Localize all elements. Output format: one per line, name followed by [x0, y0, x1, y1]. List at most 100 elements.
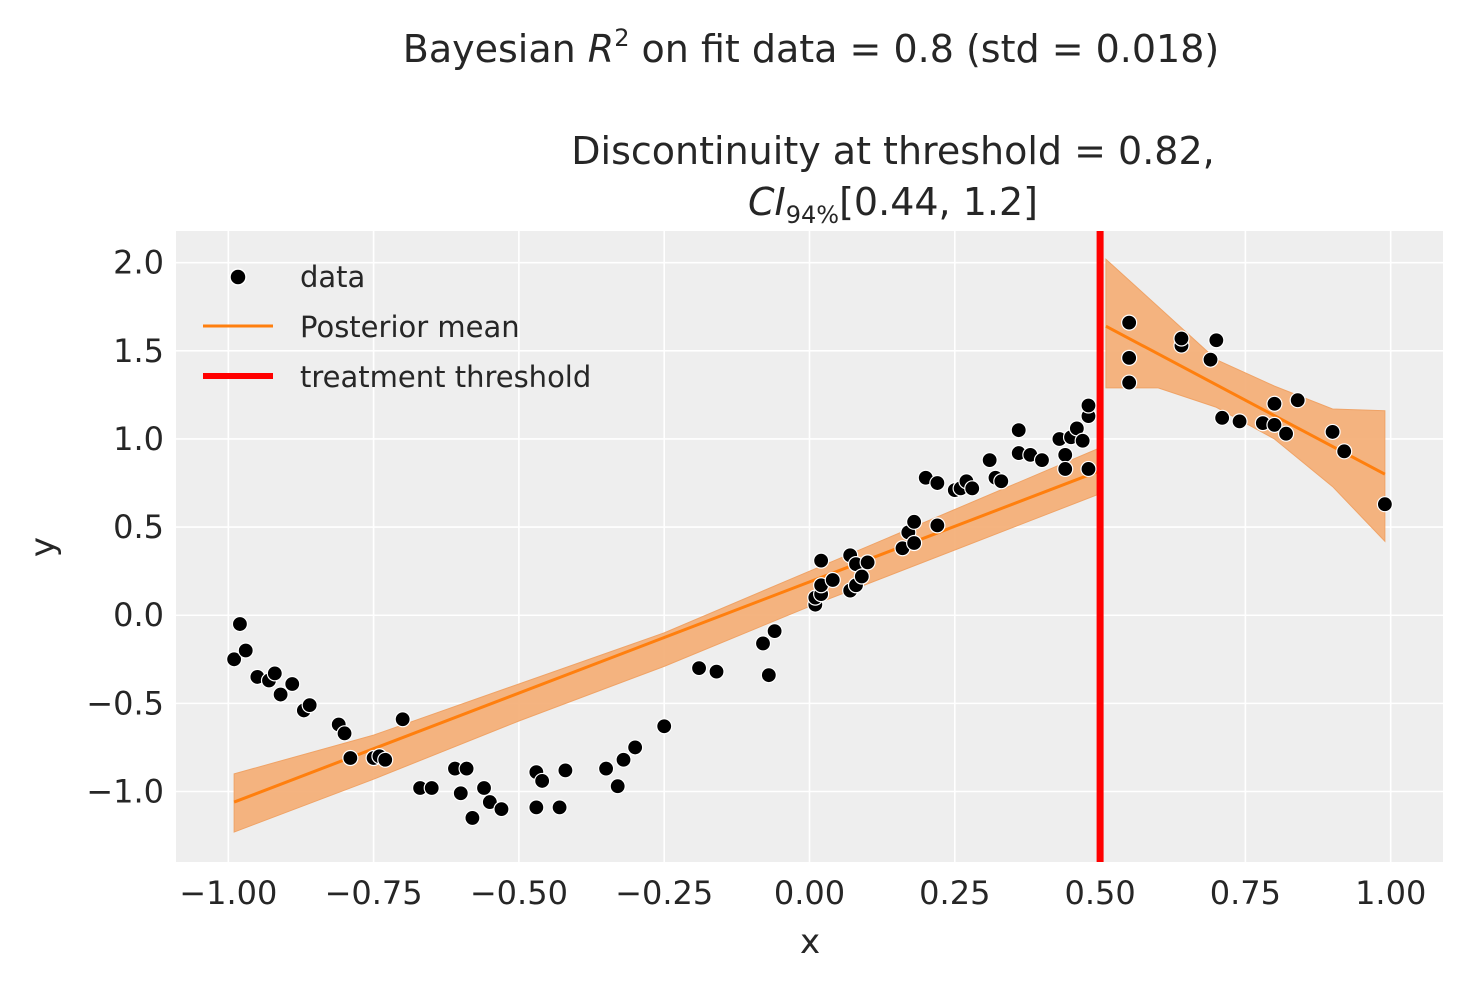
data-point	[458, 760, 475, 777]
data-point	[237, 642, 254, 659]
y-tick-label: −0.5	[86, 684, 164, 722]
data-point	[1080, 397, 1097, 414]
x-tick-label: 0.00	[774, 874, 845, 912]
x-tick-label: 1.00	[1355, 874, 1426, 912]
data-point	[493, 801, 510, 818]
data-point	[1080, 460, 1097, 478]
y-tick-label: 1.0	[113, 420, 164, 458]
data-point	[1121, 349, 1138, 367]
data-point	[766, 623, 783, 640]
data-point	[1376, 496, 1393, 513]
x-tick-label: −0.50	[470, 874, 568, 912]
y-tick-label: 0.5	[113, 508, 164, 546]
data-point	[993, 473, 1010, 490]
data-point	[1010, 422, 1027, 439]
data-point	[266, 665, 283, 682]
data-points	[226, 314, 1393, 827]
y-tick-label: 2.0	[113, 244, 164, 282]
data-point	[452, 785, 469, 802]
ci-symbol: CI	[748, 180, 786, 224]
data-point	[284, 675, 301, 693]
data-point	[760, 667, 777, 684]
data-point	[1074, 432, 1091, 449]
suptitle-prefix: Bayesian	[403, 27, 588, 71]
data-point	[1057, 460, 1074, 478]
data-point	[1121, 374, 1138, 391]
data-point	[1121, 314, 1138, 331]
ci-range: [0.44, 1.2]	[839, 180, 1038, 224]
data-point	[1214, 409, 1231, 426]
data-point	[377, 751, 394, 768]
legend-data-marker	[229, 268, 247, 286]
data-point	[1266, 395, 1283, 412]
data-point	[906, 534, 923, 552]
data-point	[813, 552, 830, 569]
posterior-mean-line	[233, 469, 1101, 804]
x-tick-label: 0.25	[919, 874, 990, 912]
data-point	[336, 725, 353, 742]
data-point	[528, 799, 545, 816]
data-point	[824, 571, 841, 589]
data-point	[929, 474, 946, 492]
x-tick-label: −0.25	[615, 874, 713, 912]
data-point	[1057, 446, 1074, 463]
data-point	[609, 778, 626, 795]
x-tick-label: −1.00	[179, 874, 277, 912]
suptitle-suffix: on fit data = 0.8 (std = 0.018)	[629, 27, 1219, 71]
y-tick-label: −1.0	[86, 772, 164, 810]
data-point	[551, 799, 568, 816]
gridlines	[176, 231, 1443, 862]
y-axis-label: y	[23, 537, 63, 557]
x-tick-label: 0.50	[1064, 874, 1135, 912]
data-point	[1266, 416, 1283, 433]
data-point	[423, 779, 440, 797]
x-tick-labels: −1.00 −0.75 −0.50 −0.25 0.00 0.25 0.50 0.75 1.00	[179, 874, 1426, 912]
data-point	[1277, 425, 1295, 442]
legend-label-data: data	[300, 260, 365, 294]
data-point	[272, 686, 289, 703]
legend-label-threshold: treatment threshold	[300, 360, 591, 394]
data-point	[557, 762, 574, 779]
data-point	[627, 739, 644, 756]
data-point	[1208, 332, 1225, 349]
x-tick-label: −0.75	[325, 874, 423, 912]
data-point	[301, 697, 318, 714]
data-point	[964, 480, 981, 497]
data-point	[859, 554, 876, 571]
data-point	[534, 772, 551, 790]
data-point	[981, 452, 998, 469]
x-tick-label: 0.75	[1210, 874, 1281, 912]
data-point	[906, 513, 923, 530]
data-point	[1289, 392, 1306, 409]
chart-title-line2: CI94%[0.44, 1.2]	[748, 180, 1038, 229]
data-point	[690, 660, 708, 677]
data-point	[1033, 452, 1051, 469]
y-tick-label: 1.5	[113, 332, 164, 370]
data-point	[597, 760, 615, 777]
data-point	[615, 751, 632, 768]
y-tick-label: 0.0	[113, 596, 164, 634]
suptitle-r-exponent: 2	[614, 24, 629, 52]
data-point	[226, 651, 243, 668]
data-point	[481, 793, 498, 811]
data-point	[394, 711, 411, 728]
data-point	[464, 809, 481, 827]
ci-subscript: 94%	[786, 201, 839, 229]
data-point	[708, 663, 725, 680]
plot-axes: −1.00 −0.75 −0.50 −0.25 0.00 0.25 0.50 0.75 1.00…	[86, 231, 1443, 912]
legend: data Posterior mean treatment threshold	[203, 260, 591, 394]
chart-title-line1: Discontinuity at threshold = 0.82,	[571, 129, 1214, 173]
data-point	[231, 615, 249, 633]
data-point	[1336, 443, 1353, 460]
data-point	[1231, 413, 1248, 430]
suptitle-r-symbol: R	[588, 27, 614, 71]
data-point	[656, 718, 673, 735]
y-tick-labels: −1.0 −0.5 0.0 0.5 1.0 1.5 2.0	[86, 244, 164, 811]
data-point	[1324, 423, 1341, 441]
data-point	[754, 635, 772, 652]
legend-label-posterior-mean: Posterior mean	[300, 310, 520, 344]
x-axis-label: x	[800, 922, 820, 962]
data-point	[342, 749, 359, 767]
data-point	[929, 517, 946, 534]
